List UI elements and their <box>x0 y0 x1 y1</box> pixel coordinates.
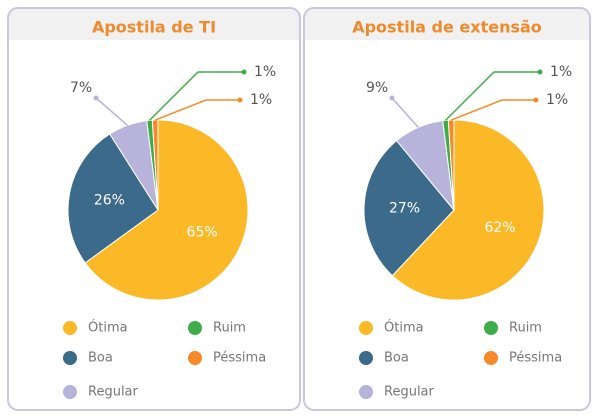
slice-label: 1% <box>254 64 276 80</box>
slice-label: 1% <box>546 92 568 108</box>
leader-dot <box>537 69 543 75</box>
legend-label: Boa <box>384 351 409 366</box>
legend-label: Péssima <box>213 351 266 366</box>
legend-swatch <box>63 321 77 335</box>
leader-dot <box>389 95 395 101</box>
chart-title: Apostila de TI <box>92 18 216 37</box>
legend-swatch <box>484 321 498 335</box>
legend-label: Ruim <box>213 321 246 336</box>
panel-header <box>9 9 299 40</box>
legend-label: Regular <box>384 385 435 400</box>
legend-swatch <box>359 351 373 365</box>
slice-label: 65% <box>187 224 218 240</box>
slice-label: 7% <box>70 80 92 96</box>
legend-label: Péssima <box>509 351 562 366</box>
pie-slice <box>67 133 159 264</box>
leader-dot <box>241 69 247 75</box>
pie-slice <box>363 139 455 277</box>
legend-swatch <box>359 385 373 399</box>
leader-line <box>445 71 540 121</box>
leader-line <box>149 71 244 121</box>
leader-line <box>391 97 419 128</box>
slice-label: 26% <box>94 193 125 209</box>
leader-line <box>450 99 536 121</box>
legend-label: Regular <box>88 385 139 400</box>
pie-slice <box>447 119 455 211</box>
legend-swatch <box>359 321 373 335</box>
slice-label: 27% <box>389 200 420 216</box>
legend-swatch <box>63 351 77 365</box>
slice-label: 62% <box>484 220 515 236</box>
pie-slice <box>84 119 249 301</box>
legend-label: Ótima <box>88 320 128 336</box>
leader-dot <box>93 95 99 101</box>
slice-label: 1% <box>250 92 272 108</box>
leader-line <box>154 99 240 121</box>
panel-header <box>305 9 589 40</box>
slice-label: 1% <box>550 64 572 80</box>
legend-swatch <box>188 321 202 335</box>
legend-swatch <box>188 351 202 365</box>
slice-label: 9% <box>366 80 388 96</box>
leader-dot <box>533 97 539 103</box>
leader-line <box>95 97 129 126</box>
chart-title: Apostila de extensão <box>352 18 542 37</box>
legend-label: Ótima <box>384 320 424 336</box>
legend-label: Boa <box>88 351 113 366</box>
pie-slice <box>151 119 159 211</box>
pie-slice <box>391 119 545 301</box>
legend-swatch <box>63 385 77 399</box>
leader-dot <box>237 97 243 103</box>
legend-swatch <box>484 351 498 365</box>
legend-label: Ruim <box>509 321 542 336</box>
